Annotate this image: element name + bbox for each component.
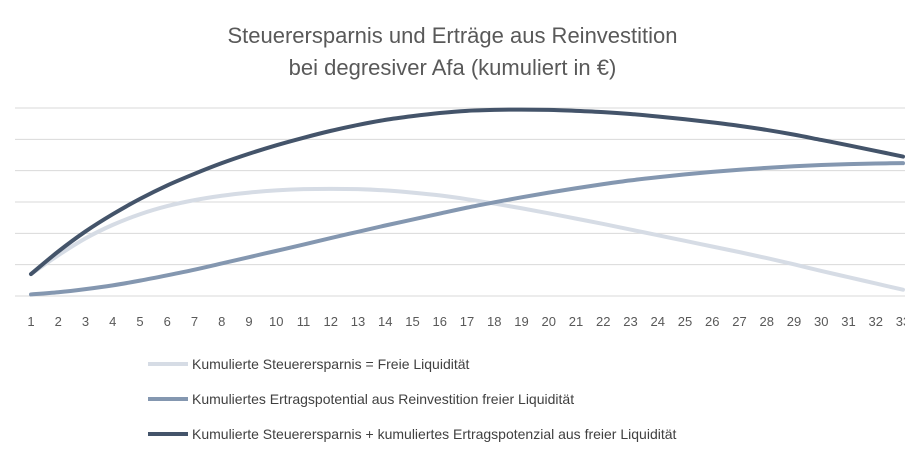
x-tick-label: 1 — [27, 314, 34, 329]
x-tick-label: 28 — [760, 314, 774, 329]
chart-title-line-2: bei degresiver Afa (kumuliert in €) — [288, 55, 617, 80]
series-lines — [29, 107, 905, 297]
x-tick-label: 13 — [351, 314, 365, 329]
x-tick-label: 9 — [245, 314, 252, 329]
x-tick-label: 19 — [514, 314, 528, 329]
x-tick-label: 4 — [109, 314, 116, 329]
x-tick-label: 15 — [405, 314, 419, 329]
legend-swatch-ertragspotential — [148, 396, 188, 401]
legend-item-summe: Kumulierte Steuerersparnis + kumuliertes… — [148, 416, 676, 451]
x-tick-label: 21 — [569, 314, 583, 329]
x-tick-label: 14 — [378, 314, 392, 329]
legend: Kumulierte Steuerersparnis = Freie Liqui… — [148, 346, 676, 451]
x-tick-label: 8 — [218, 314, 225, 329]
x-tick-label: 20 — [542, 314, 556, 329]
x-tick-label: 11 — [297, 314, 311, 329]
x-tick-label: 26 — [705, 314, 719, 329]
legend-swatch-steuerersparnis — [148, 361, 188, 366]
x-tick-label: 3 — [82, 314, 89, 329]
x-tick-label: 10 — [269, 314, 283, 329]
x-tick-label: 23 — [623, 314, 637, 329]
x-axis-tick-labels: 1 2 3 4 5 6 7 8 9 10 11 12 13 14 15 16 17 18 19 20 21 22 23 24 2… — [27, 314, 905, 329]
legend-item-steuerersparnis: Kumulierte Steuerersparnis = Freie Liqui… — [148, 346, 676, 381]
x-tick-label: 17 — [460, 314, 474, 329]
x-tick-label: 12 — [324, 314, 338, 329]
x-tick-label: 7 — [191, 314, 198, 329]
legend-label-summe: Kumulierte Steuerersparnis + kumuliertes… — [192, 425, 677, 442]
x-tick-label: 27 — [732, 314, 746, 329]
legend-label-ertragspotential: Kumuliertes Ertragspotential aus Reinves… — [192, 390, 575, 407]
chart-title: Steuerersparnis und Erträge aus Reinvest… — [0, 20, 905, 84]
x-tick-label: 25 — [678, 314, 692, 329]
x-tick-label: 22 — [596, 314, 610, 329]
x-tick-label: 33 — [896, 314, 905, 329]
chart-title-line-1: Steuerersparnis und Erträge aus Reinvest… — [227, 23, 678, 48]
legend-swatch-summe — [148, 431, 188, 436]
series-line-ertragspotential — [29, 161, 905, 297]
x-tick-label: 6 — [164, 314, 171, 329]
x-tick-label: 30 — [814, 314, 828, 329]
x-tick-label: 32 — [869, 314, 883, 329]
series-line-steuerersparnis — [29, 186, 905, 292]
x-tick-label: 2 — [55, 314, 62, 329]
series-line-summe — [29, 107, 905, 277]
x-tick-label: 24 — [651, 314, 665, 329]
x-tick-label: 31 — [841, 314, 855, 329]
x-tick-label: 18 — [487, 314, 501, 329]
legend-label-steuerersparnis: Kumulierte Steuerersparnis = Freie Liqui… — [192, 355, 470, 372]
x-tick-label: 16 — [433, 314, 447, 329]
chart-plot-area: 1 2 3 4 5 6 7 8 9 10 11 12 13 14 15 16 17 18 19 20 21 22 23 24 2… — [15, 107, 905, 329]
x-tick-label: 29 — [787, 314, 801, 329]
gridlines — [15, 107, 905, 297]
legend-item-ertragspotential: Kumuliertes Ertragspotential aus Reinves… — [148, 381, 676, 416]
x-tick-label: 5 — [136, 314, 143, 329]
